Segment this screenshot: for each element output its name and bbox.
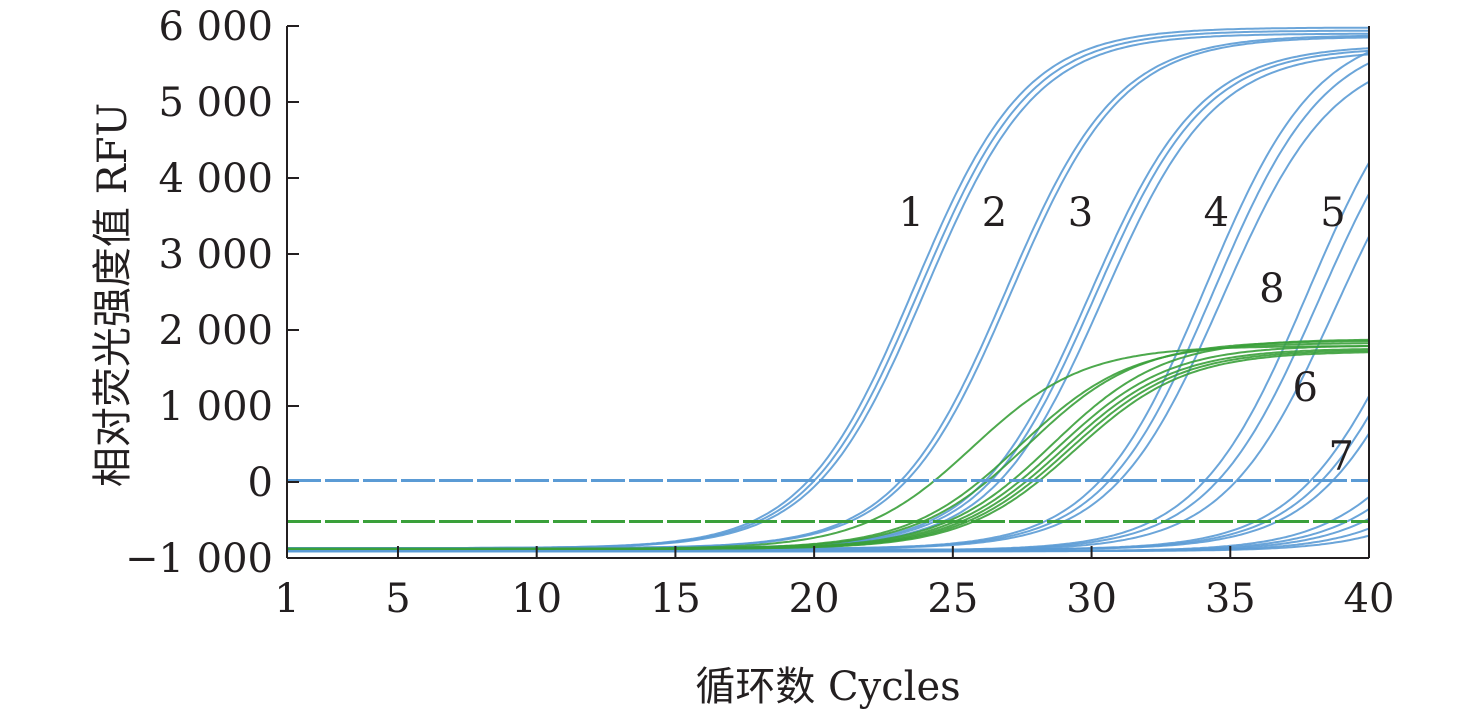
y-tick-label: 2 000 <box>158 308 273 354</box>
curve-number-label: 1 <box>899 190 924 236</box>
curve-label-layer: 1 2 3 4 58 67 <box>899 190 1354 479</box>
amplification-curve <box>287 345 1369 550</box>
curve-number-label: 3 <box>1068 190 1093 236</box>
y-tick-label: 4 000 <box>158 156 273 202</box>
y-tick-label: 1 000 <box>158 384 273 430</box>
y-tick-label: 5 000 <box>158 80 273 126</box>
amplification-curve <box>287 349 1369 550</box>
y-tick-label: 6 000 <box>158 4 273 50</box>
amplification-curve <box>287 342 1369 550</box>
curve-number-label: 4 <box>1204 190 1229 236</box>
amplification-curve <box>287 49 1369 550</box>
amplification-curve <box>287 51 1369 550</box>
x-axis-title: 循环数 Cycles <box>695 664 960 710</box>
x-tick-label: 15 <box>650 576 701 622</box>
x-tick-label: 40 <box>1344 576 1395 622</box>
axes-layer <box>286 26 1370 559</box>
curve-number-label: 7 <box>1329 433 1354 479</box>
amplification-curve <box>287 340 1369 550</box>
y-tick-label: 3 000 <box>158 232 273 278</box>
amplification-curve <box>287 32 1369 550</box>
amplification-curve <box>287 348 1369 550</box>
curve-number-label: 6 <box>1292 365 1317 411</box>
amplification-curve <box>287 338 1369 550</box>
amplification-curve <box>287 193 1369 552</box>
amplification-curve <box>287 62 1369 550</box>
x-tick-label: 20 <box>789 576 840 622</box>
y-axis-title: 相对荧光强度值 RFU <box>90 103 136 487</box>
curve-number-label: 5 <box>1320 190 1345 236</box>
amplification-curve <box>287 53 1369 550</box>
curve-number-label: 8 <box>1259 266 1284 312</box>
y-tick-label: −1 000 <box>125 536 273 582</box>
amplification-curve <box>287 351 1369 550</box>
x-tick-label: 30 <box>1066 576 1117 622</box>
x-tick-label: 35 <box>1205 576 1256 622</box>
amplification-curve <box>287 534 1369 553</box>
curves-layer <box>287 26 1369 553</box>
y-tick-label: 0 <box>248 460 273 506</box>
x-tick-label: 5 <box>385 576 410 622</box>
threshold-layer <box>287 478 1369 524</box>
curve-number-label: 2 <box>982 190 1007 236</box>
x-tick-label: 25 <box>927 576 978 622</box>
x-tick-label: 1 <box>274 576 299 622</box>
x-tick-label: 10 <box>511 576 562 622</box>
amplification-curve <box>287 345 1369 550</box>
